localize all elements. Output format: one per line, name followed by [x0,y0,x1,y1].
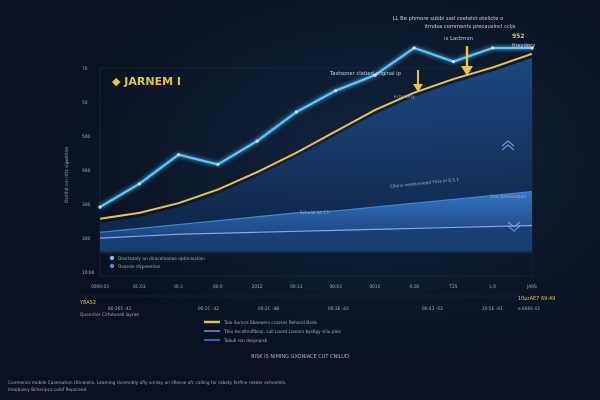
x-tick-label-1: 0000:03 [91,284,109,290]
bottom-legend-item-1: Tolo Sornce Sbanoers crosses Rehand Bods [223,320,318,326]
series-1-point-10 [451,59,456,64]
band-label: Scholal ist 13 [300,210,329,216]
x-tick-label-2: 0C:03 [133,284,146,290]
legend-dot-2 [109,263,115,269]
x-tick-label-7: 00:03 [329,284,342,290]
band-layer [100,191,532,252]
series-1-point-8 [373,73,377,77]
header-value: 952 [512,33,525,40]
x-ticks: 0000:03 0C:03 t0:3 00:0 2012 00:13 00:03 0010 0:… [91,284,537,290]
y-axis-label: Osrithit crn ritts sigwithiss [64,146,70,203]
series-1-point-2 [137,182,141,186]
table-col-4: 00:3E -43 [328,306,349,312]
mid-arrow [413,70,423,92]
chevron-up-icon [501,140,515,151]
table-col-3: 00:2C -48 [258,306,279,312]
table-right-sub: e.6066 43 [518,306,540,312]
footer-title: BISK IS NIMING GXONIACE CUT CNILUD [251,354,349,360]
header-note-1: LL Be phmore subbi sad coetelct otelicte… [393,16,504,22]
series-1-point-3 [176,153,181,157]
series-1-point-11 [491,46,495,50]
y-tick-label-2: 50 [82,100,88,106]
table-col-1: 80:265 -41 [108,306,132,312]
line-layer [98,46,534,239]
series-line-2 [99,52,533,220]
brand-icon: ◆ [112,75,124,88]
legend-dot-1 [109,255,115,261]
series-line-4 [99,224,533,239]
series-1-point-1 [98,205,102,209]
x-tick-label-6: 00:13 [290,284,303,290]
series-1-point-4 [216,162,220,166]
table-col-2: 00:2C -42 [198,306,219,312]
x-tick-label-4: 00:0 [213,284,223,290]
table-left-head: Y8A52 [79,300,96,306]
series-1-point-6 [294,110,298,114]
x-tick-label-12: JARS [526,284,537,290]
y-ticks: 70 50 500 900 300 300 10:00 [82,66,95,276]
x-tick-label-5: 2012 [252,284,263,290]
mid-sub-label: in bsivery [394,94,415,100]
footer-note-2: lmarbiiery Bcheripca colof Reporend. [8,387,88,393]
bottom-legend-item-2: Thiu he:olhnifibsoi, cull Lnord Lianors … [223,329,341,335]
chevron-down-icon [507,221,521,232]
series-1-point-5 [255,139,259,143]
right-label: Cesi becomation [490,194,526,200]
y-tick-label-6: 300 [82,236,90,242]
peak-arrow [461,46,473,76]
brand-logo: ◆ JARNEM I [112,75,181,88]
table-right-head: 10µrAE7 69:49 [518,296,555,302]
table-col-6: 20:5E -41 [482,306,503,312]
y-tick-label-1: 70 [82,66,88,72]
mid-label: Tastsoner clatied criginal ip [329,71,402,77]
inner-legend: Dosrtsanly an diracelnanae optimisation … [109,255,205,270]
footer-note-1: Conmencs mobile Caselsation Utineiolio, … [8,380,286,386]
y-tick-label-5: 300 [82,202,90,208]
peak-label: ix Lactrnon [444,36,473,42]
bottom-legend-item-3: Tobull ron derpepisk [223,338,268,344]
series-line-1 [99,46,532,209]
y-tick-label-4: 900 [82,168,90,174]
x-tick-label-10: T25 [448,284,457,290]
bottom-legend: Tolo Sornce Sbanoers crosses Rehand Bods… [204,320,341,344]
y-tick-label-7: 10:00 [82,270,95,276]
x-tick-label-9: 0:28 [409,284,419,290]
band-fill-lower [100,225,532,250]
series-line-3 [99,190,533,233]
header-note-2: itmdsa comments precausincl ccljs [425,24,516,30]
header-tag: theydery [512,43,535,49]
y-tick-label-3: 500 [82,134,90,140]
series-1-point-7 [334,89,338,93]
x-tick-label-11: L:X [489,284,496,290]
x-tick-label-8: 0010 [369,284,380,290]
x-tick-label-3: t0:3 [174,284,183,290]
legend-item-2: Ovarole dirpeemion [118,264,161,270]
table-col-5: 00:43 -43 [422,306,443,312]
legend-item-1: Dosrtsanly an diracelnanae optimisation [118,256,205,262]
series-1-point-9 [412,46,416,50]
series-1-point-12 [530,46,534,50]
table-left-sub: Quenriter Cirtotonell layroe [80,312,139,318]
